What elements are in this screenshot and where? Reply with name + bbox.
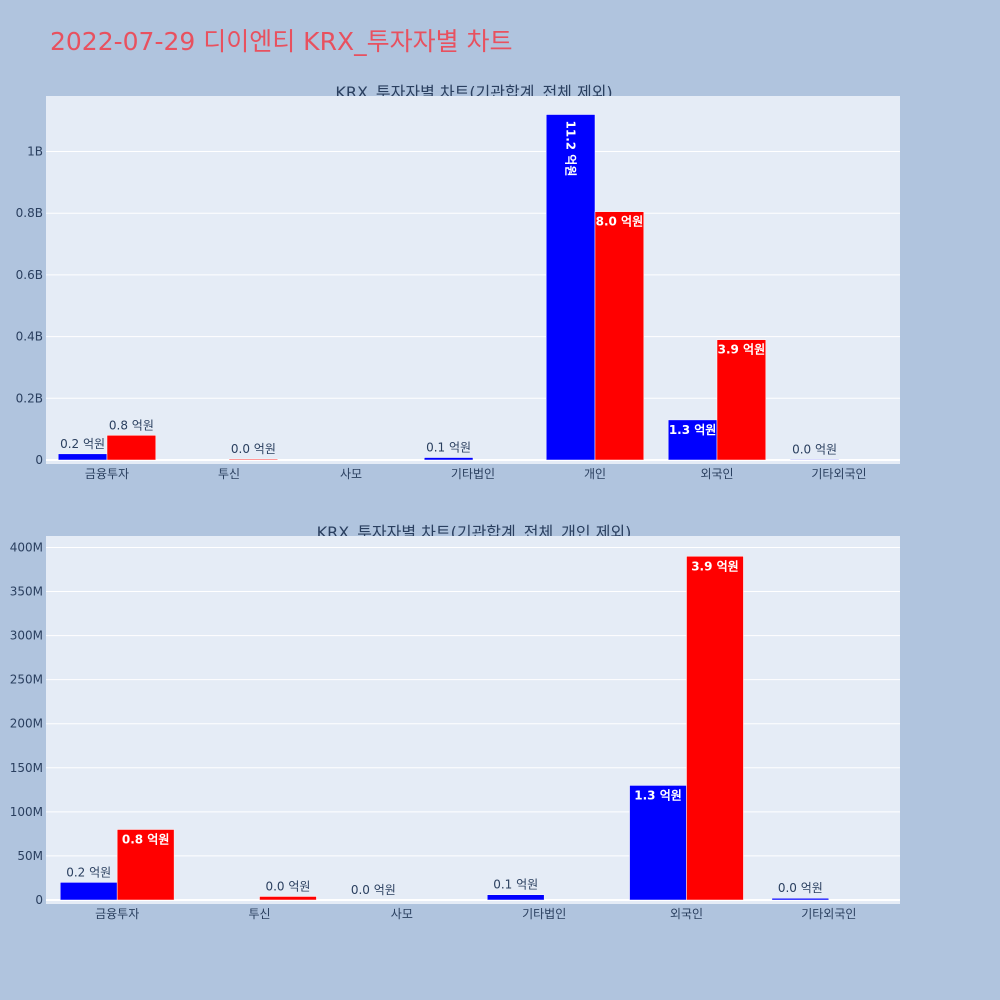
data-label-1-0-6: 0.0 억원 [792, 442, 837, 456]
x-tick-1-1: 투신 [218, 467, 240, 481]
data-label-2-1-4: 3.9 억원 [691, 559, 739, 573]
y-tick-2-0: 0 [35, 893, 43, 907]
x-tick-1-2: 사모 [340, 467, 362, 481]
y-tick-1-3: 0.6B [16, 268, 43, 282]
data-label-1-1-0: 0.8 억원 [109, 418, 154, 432]
y-tick-1-1: 0.2B [16, 391, 43, 405]
x-tick-1-6: 기타외국인 [811, 467, 866, 481]
data-label-1-0-3: 0.1 억원 [426, 441, 471, 455]
bar-1-0-6 [789, 459, 840, 461]
data-label-1-0-5: 1.3 억원 [669, 423, 717, 437]
data-label-2-0-5: 0.0 억원 [778, 881, 823, 895]
data-label-2-1-0: 0.8 억원 [122, 832, 170, 846]
x-tick-1-4: 개인 [584, 467, 606, 481]
bar-1-1-1 [228, 458, 279, 461]
data-label-1-0-4: 11.2 억원 [564, 121, 578, 177]
x-tick-2-1: 투신 [248, 907, 270, 921]
bar-1-0-5 [667, 419, 718, 461]
data-label-1-0-0: 0.2 억원 [60, 437, 105, 451]
bar-1-0-4 [545, 114, 596, 461]
bar-1-1-4 [594, 211, 645, 461]
x-tick-2-0: 금융투자 [95, 907, 139, 921]
bar-2-0-3 [486, 894, 545, 901]
data-label-2-0-0: 0.2 억원 [66, 865, 111, 879]
data-label-2-0-4: 1.3 억원 [634, 788, 682, 802]
bar-2-0-0 [59, 882, 118, 901]
x-tick-1-3: 기타법인 [451, 467, 495, 481]
data-label-2-0-2: 0.0 억원 [351, 883, 396, 897]
y-tick-2-5: 250M [10, 673, 43, 687]
y-tick-2-8: 400M [10, 540, 43, 554]
data-label-1-1-5: 3.9 억원 [718, 343, 766, 357]
data-label-1-1-4: 8.0 억원 [596, 215, 644, 229]
y-tick-1-4: 0.8B [16, 206, 43, 220]
bar-2-0-4 [629, 785, 687, 901]
x-tick-2-4: 외국인 [670, 907, 703, 921]
y-tick-2-4: 200M [10, 717, 43, 731]
bar-1-1-0 [106, 435, 157, 461]
x-tick-1-0: 금융투자 [85, 467, 129, 481]
x-tick-2-3: 기타법인 [522, 907, 566, 921]
page-title: 2022-07-29 디이엔티 KRX_투자자별 차트 [50, 27, 513, 56]
y-tick-1-0: 0 [35, 453, 43, 467]
bar-2-1-4 [686, 556, 744, 901]
x-tick-2-5: 기타외국인 [801, 907, 856, 921]
data-label-2-1-1: 0.0 억원 [265, 879, 310, 893]
y-tick-1-5: 1B [27, 145, 43, 159]
y-tick-2-7: 350M [10, 585, 43, 599]
data-label-2-0-3: 0.1 억원 [493, 878, 538, 892]
plot-area-2 [46, 536, 900, 904]
x-tick-2-2: 사모 [391, 907, 413, 921]
y-tick-2-3: 150M [10, 761, 43, 775]
y-tick-2-2: 100M [10, 805, 43, 819]
x-tick-1-5: 외국인 [700, 467, 733, 481]
data-label-1-1-1: 0.0 억원 [231, 442, 276, 456]
y-tick-2-1: 50M [17, 849, 43, 863]
bar-2-1-0 [116, 829, 175, 901]
y-tick-2-6: 300M [10, 629, 43, 643]
bar-2-1-1 [259, 896, 317, 901]
y-tick-1-2: 0.4B [16, 330, 43, 344]
bar-1-0-3 [423, 457, 474, 461]
bar-2-0-5 [771, 897, 830, 901]
bar-1-1-5 [716, 339, 767, 461]
